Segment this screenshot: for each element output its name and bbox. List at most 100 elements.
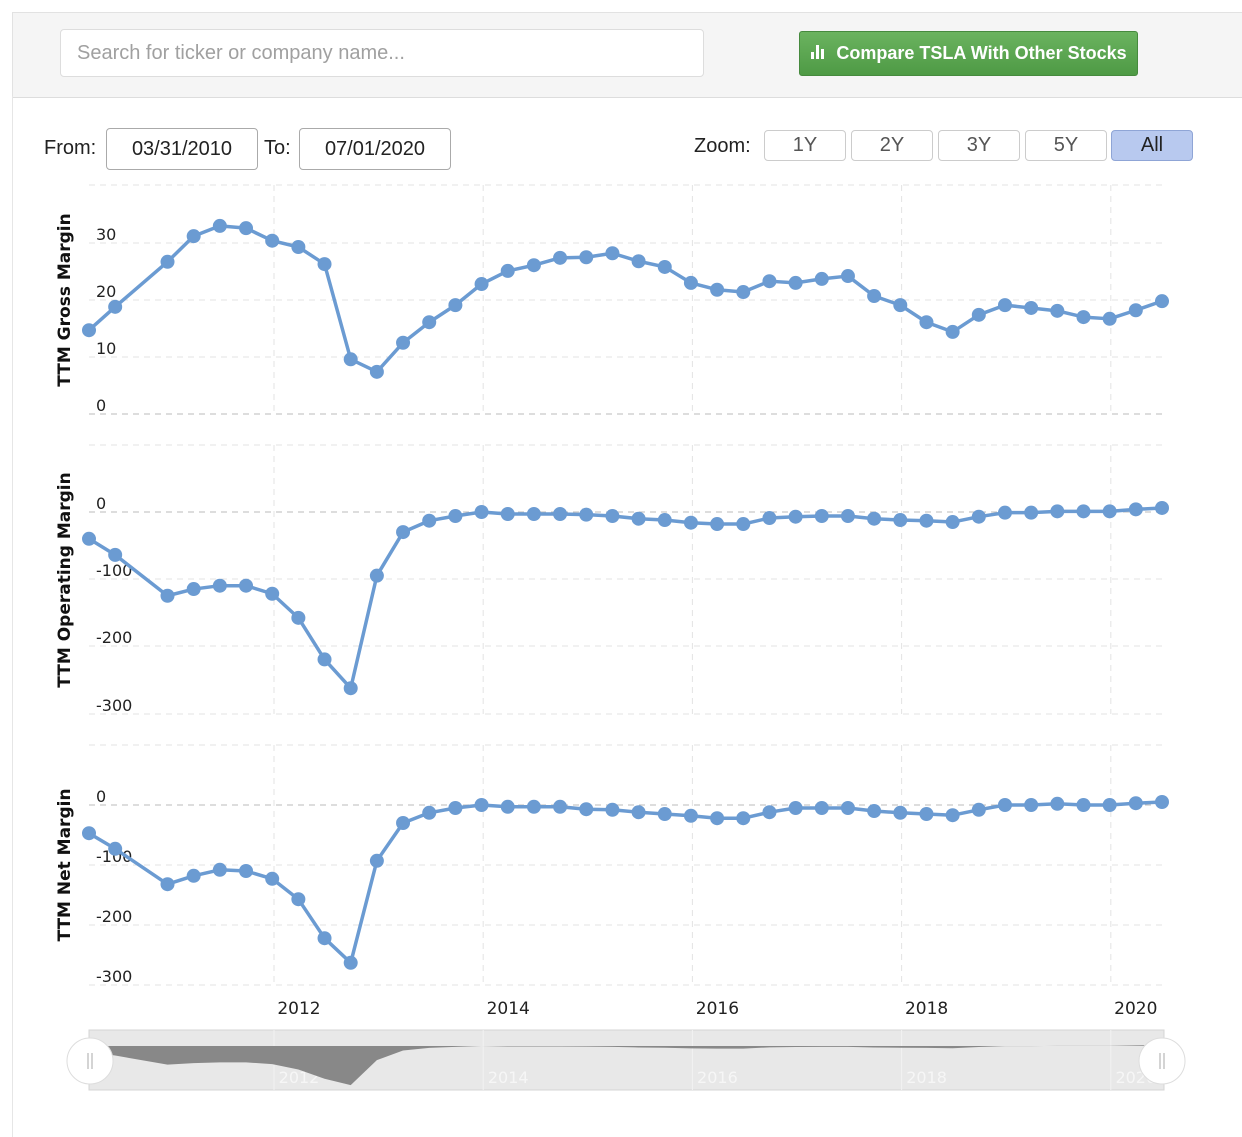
data-point <box>1024 300 1039 315</box>
data-point <box>893 513 908 528</box>
data-point <box>945 808 960 823</box>
y-tick-label: -100 <box>96 847 132 866</box>
data-point <box>448 509 463 524</box>
handle-circle <box>66 1037 114 1085</box>
data-point <box>605 802 620 817</box>
data-point <box>1076 798 1091 812</box>
data-point <box>474 277 489 292</box>
data-point <box>265 586 280 601</box>
data-point <box>1102 311 1117 326</box>
x-tick-label: 2018 <box>905 999 948 1019</box>
data-point <box>108 841 123 856</box>
data-point <box>683 515 698 530</box>
y-tick-label: -100 <box>96 561 132 580</box>
data-point <box>186 229 201 244</box>
data-point <box>919 315 934 330</box>
data-point <box>553 250 568 265</box>
data-point <box>396 335 411 350</box>
data-point <box>788 801 803 815</box>
data-point <box>160 588 175 603</box>
data-point <box>971 802 986 817</box>
navigator-right-handle[interactable] <box>1138 1037 1186 1085</box>
data-point <box>291 239 306 254</box>
data-point <box>997 505 1012 520</box>
series-line <box>87 224 1163 374</box>
data-point <box>500 263 515 278</box>
data-point <box>762 274 777 289</box>
zoom-1y-button[interactable]: 1Y <box>764 130 846 161</box>
y-tick-label: -300 <box>96 967 132 986</box>
data-point <box>82 323 96 338</box>
data-point <box>683 808 698 823</box>
data-point <box>631 511 646 526</box>
data-point <box>160 877 175 892</box>
data-point <box>448 298 463 313</box>
data-point <box>605 509 620 524</box>
data-point <box>814 271 829 286</box>
data-point <box>605 246 620 261</box>
data-point <box>500 799 515 814</box>
data-point <box>553 799 568 814</box>
data-point <box>186 582 201 597</box>
data-point <box>893 805 908 820</box>
data-point <box>579 507 594 522</box>
data-point <box>1050 796 1065 811</box>
data-point <box>971 307 986 322</box>
zoom-label: Zoom: <box>694 135 751 157</box>
data-point <box>212 218 227 233</box>
data-point <box>160 254 175 269</box>
from-date-input[interactable]: 03/31/2010 <box>106 128 258 170</box>
y-tick-label: 30 <box>96 225 116 244</box>
x-tick-label: 2014 <box>487 999 530 1019</box>
data-point <box>317 652 332 667</box>
data-point <box>1128 796 1143 811</box>
zoom-3y-button[interactable]: 3Y <box>938 130 1020 161</box>
data-point <box>396 525 411 540</box>
data-point <box>108 299 123 314</box>
data-point <box>1050 303 1065 318</box>
data-point <box>265 233 280 248</box>
data-point <box>579 802 594 817</box>
data-point <box>945 515 960 530</box>
data-point <box>631 254 646 269</box>
data-point <box>526 799 541 814</box>
data-point <box>1128 303 1143 318</box>
data-point <box>736 811 751 826</box>
y-tick-label: -200 <box>96 907 132 926</box>
data-point <box>265 871 280 886</box>
data-point <box>343 955 358 970</box>
data-point <box>82 826 96 841</box>
search-input[interactable] <box>60 29 704 77</box>
x-tick-label: 2020 <box>1114 999 1157 1019</box>
zoom-5y-button[interactable]: 5Y <box>1025 130 1107 161</box>
data-point <box>317 257 332 272</box>
compare-button[interactable]: Compare TSLA With Other Stocks <box>799 31 1138 76</box>
zoom-all-button[interactable]: All <box>1111 130 1193 161</box>
data-point <box>840 269 855 284</box>
data-point <box>1024 505 1039 520</box>
data-point <box>369 364 384 379</box>
data-point <box>448 801 463 815</box>
data-point <box>945 324 960 339</box>
navigator-x-label: 2018 <box>906 1068 947 1087</box>
y-tick-label: 10 <box>96 339 116 358</box>
x-tick-label: 2016 <box>696 999 739 1019</box>
data-point <box>788 509 803 524</box>
data-point <box>108 547 123 562</box>
data-point <box>553 507 568 522</box>
data-point <box>971 509 986 524</box>
data-point <box>657 513 672 528</box>
data-point <box>657 259 672 274</box>
data-point <box>867 289 882 304</box>
data-point <box>710 517 725 532</box>
to-date-input[interactable]: 07/01/2020 <box>299 128 451 170</box>
navigator-left-handle[interactable] <box>66 1037 114 1085</box>
data-point <box>474 505 489 519</box>
data-point <box>683 275 698 290</box>
to-label: To: <box>264 137 291 159</box>
data-point <box>239 221 254 236</box>
data-point <box>1102 504 1117 519</box>
zoom-2y-button[interactable]: 2Y <box>851 130 933 161</box>
data-point <box>186 868 201 883</box>
x-tick-label: 2012 <box>277 999 320 1019</box>
